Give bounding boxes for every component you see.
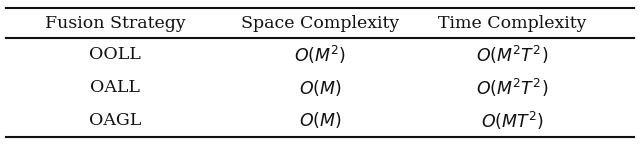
Text: $O(M)$: $O(M)$	[299, 77, 341, 97]
Text: $O(MT^2)$: $O(MT^2)$	[481, 109, 543, 132]
Text: OOLL: OOLL	[90, 46, 141, 63]
Text: Space Complexity: Space Complexity	[241, 14, 399, 31]
Text: Fusion Strategy: Fusion Strategy	[45, 14, 186, 31]
Text: $O(M^2)$: $O(M^2)$	[294, 44, 346, 66]
Text: $O(M^2T^2)$: $O(M^2T^2)$	[476, 44, 548, 66]
Text: $O(M^2T^2)$: $O(M^2T^2)$	[476, 76, 548, 99]
Text: OALL: OALL	[90, 79, 140, 96]
Text: Time Complexity: Time Complexity	[438, 14, 586, 31]
Text: $O(M)$: $O(M)$	[299, 110, 341, 130]
Text: OAGL: OAGL	[89, 112, 141, 129]
